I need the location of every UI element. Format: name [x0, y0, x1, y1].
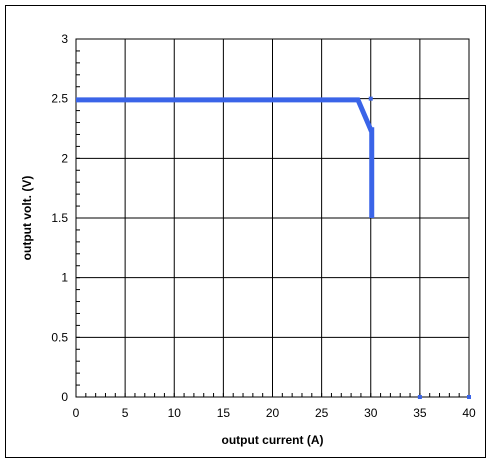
data-marker — [417, 395, 422, 399]
x-tick-label: 30 — [364, 406, 378, 420]
y-tick-labels: 0 0.5 1 1.5 2 2.5 3 — [51, 32, 68, 404]
y-tick-label: 1.5 — [51, 211, 68, 225]
y-tick-label: 2 — [61, 151, 68, 165]
x-tick-label: 15 — [217, 406, 231, 420]
x-tick-label: 5 — [122, 406, 129, 420]
y-tick-label: 1 — [61, 271, 68, 285]
data-marker — [467, 395, 471, 399]
grid — [75, 38, 470, 398]
voltage-current-line — [76, 97, 375, 218]
x-tick-label: 35 — [413, 406, 427, 420]
y-axis-title: output volt. (V) — [20, 176, 34, 261]
x-tick-label: 0 — [73, 406, 80, 420]
y-tick-label: 2.5 — [51, 92, 68, 106]
x-tick-label: 40 — [462, 406, 476, 420]
y-tick-label: 3 — [61, 32, 68, 46]
x-tick-labels: 0 5 10 15 20 25 30 35 40 — [73, 406, 476, 420]
x-axis-title: output current (A) — [222, 433, 324, 447]
x-tick-label: 10 — [168, 406, 182, 420]
chart-frame — [5, 5, 486, 458]
data-marker — [368, 96, 373, 101]
x-tick-label: 25 — [315, 406, 329, 420]
x-tick-label: 20 — [266, 406, 280, 420]
marker-layer — [368, 96, 471, 399]
y-tick-label: 0.5 — [51, 330, 68, 344]
y-tick-label: 0 — [61, 390, 68, 404]
series-layer — [76, 97, 375, 218]
